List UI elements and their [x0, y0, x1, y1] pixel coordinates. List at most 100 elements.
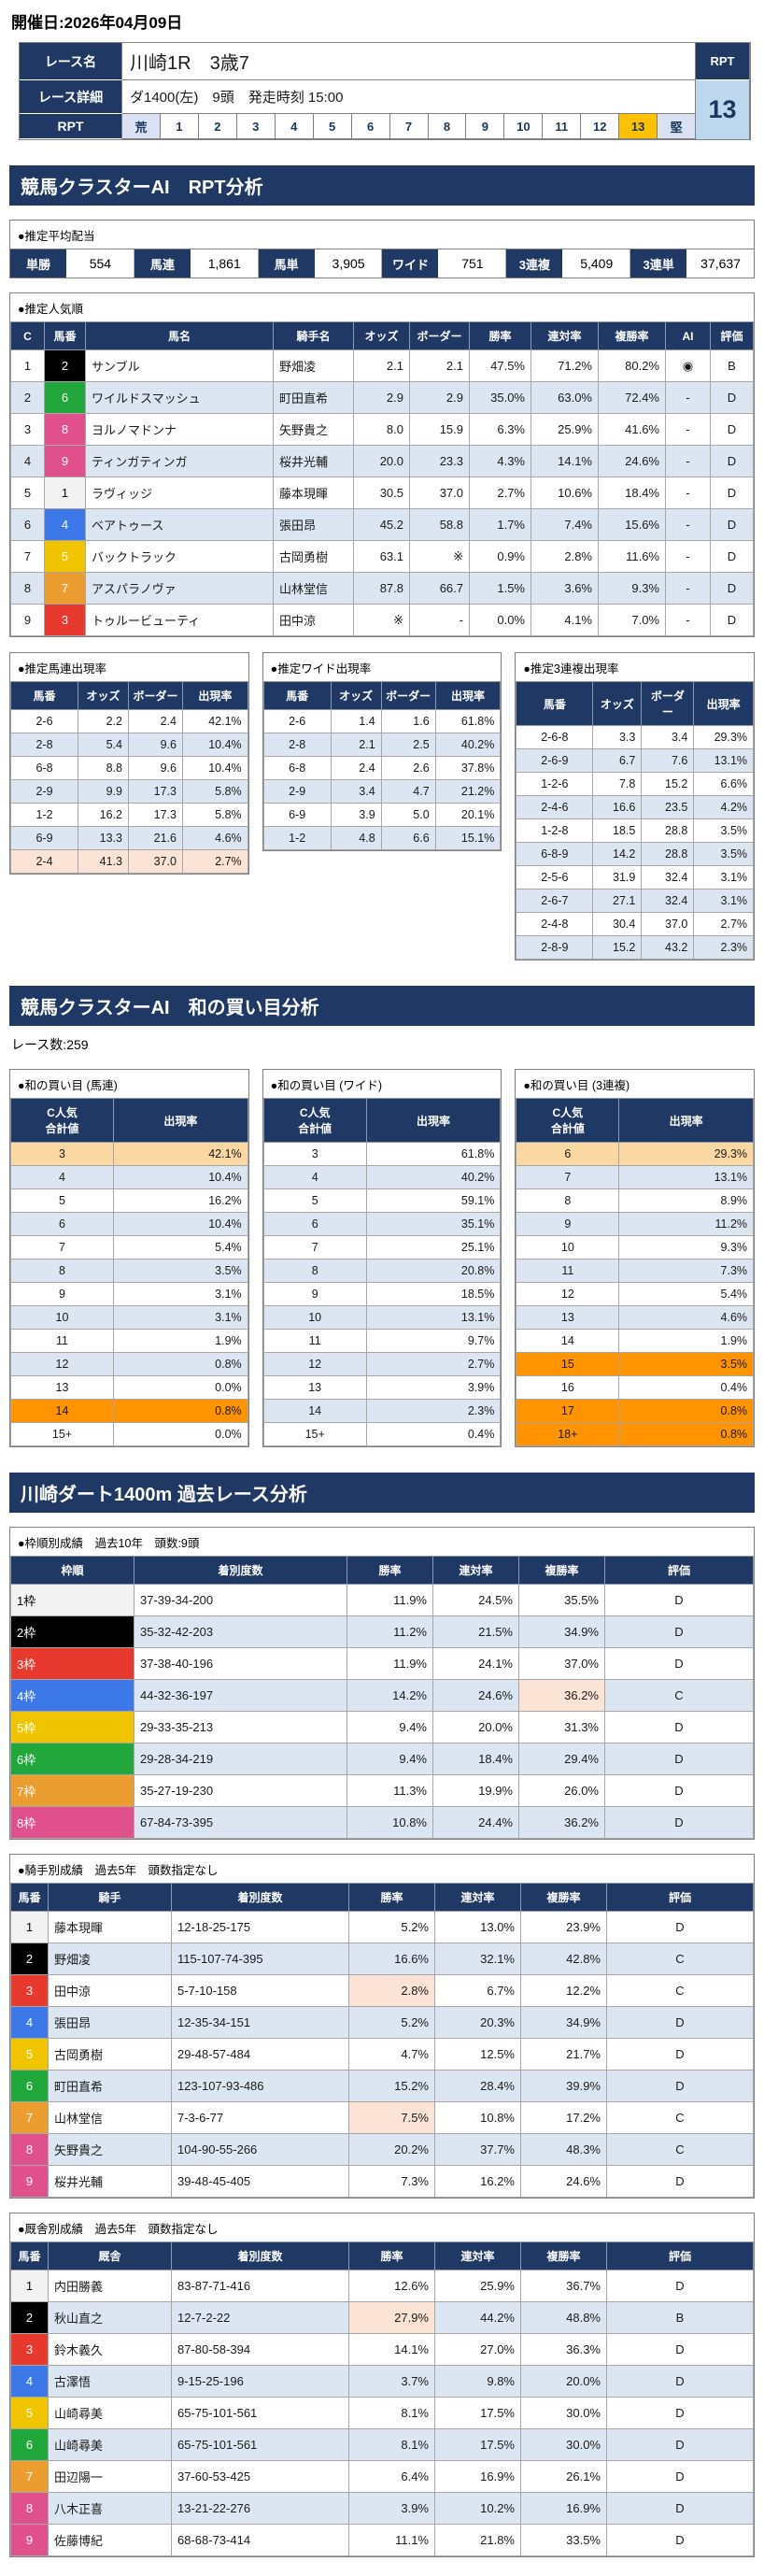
- table-row: 5 59.1%: [262, 1188, 502, 1213]
- win-cell: 2.8%: [348, 1974, 435, 2007]
- column-header: 馬番: [44, 321, 86, 350]
- win-cell: 5.2%: [348, 1911, 435, 1943]
- odds-cell: 63.1: [353, 540, 410, 573]
- rate-cell: 10.4%: [182, 756, 248, 780]
- ren-cell: 24.1%: [432, 1647, 519, 1680]
- odds-cell: 8.8: [78, 756, 129, 780]
- rec-cell: 13-21-22-276: [171, 2492, 349, 2525]
- border-cell: 2.4: [128, 709, 183, 733]
- win-cell: 4.7%: [348, 2038, 435, 2071]
- odds-cell: 3.3: [592, 725, 643, 749]
- jockey-stats-table: 馬番 騎手 着別度数 勝率 連対率 複勝率 評価 1 藤本現暉 12-18-25-175 5.2% 1…: [10, 1883, 754, 2198]
- waku-cell: 8枠: [10, 1806, 134, 1839]
- table-row: 2-9 9.9 17.3 5.8%: [10, 779, 248, 804]
- column-header: C人気 合計値: [10, 1098, 114, 1143]
- border-cell: 3.4: [641, 725, 695, 749]
- rate-cell: 5.8%: [182, 779, 248, 804]
- table-row: 6 29.3%: [516, 1142, 755, 1166]
- table-row: 5枠 29-33-35-213 9.4% 20.0% 31.3% D: [10, 1711, 754, 1743]
- column-header: 評価: [604, 1556, 754, 1585]
- num-cell: 5: [44, 540, 86, 573]
- win-cell: 27.9%: [348, 2301, 435, 2334]
- num-cell: 1: [44, 477, 86, 509]
- race-name-label: レース名: [20, 43, 122, 80]
- v-cell: 18.5%: [365, 1282, 502, 1306]
- name-cell: 秋山直之: [48, 2301, 172, 2334]
- border-cell: 2.9: [409, 381, 470, 414]
- ai-cell: ◉: [665, 349, 711, 382]
- wa-tables-row: ●和の買い目 (馬連) C人気 合計値 出現率 3 42.1% 4 10.4% 5 16.2%…: [9, 1069, 756, 1447]
- k-cell: 2-4-8: [516, 912, 594, 936]
- rate-cell: 10.4%: [182, 733, 248, 757]
- waku-cell: 1枠: [10, 1584, 134, 1616]
- fuku-cell: 9.3%: [598, 572, 666, 605]
- ai-cell: -: [665, 381, 711, 414]
- table-row: 9 11.2%: [516, 1212, 755, 1236]
- border-cell: 17.3: [128, 803, 183, 827]
- eval-cell: D: [710, 445, 754, 477]
- border-cell: 37.0: [409, 477, 470, 509]
- column-header: 出現率: [618, 1098, 755, 1143]
- table-row: 6 35.1%: [262, 1212, 502, 1236]
- win-cell: 11.3%: [347, 1774, 433, 1807]
- table-header-row: C人気 合計値 出現率: [262, 1098, 502, 1143]
- wa-wide-table: C人気 合計値 出現率 3 61.8% 4 40.2% 5 59.1% 6 35.1% 7 25.1%…: [262, 1098, 502, 1446]
- k-cell: 13: [516, 1305, 620, 1330]
- rate-cell: 6.6%: [693, 772, 755, 796]
- table-row: 2-8 2.1 2.5 40.2%: [262, 733, 502, 757]
- win-cell: 11.9%: [347, 1584, 433, 1616]
- table-row: 3 42.1%: [10, 1142, 248, 1166]
- v-cell: 2.7%: [365, 1352, 502, 1376]
- win-cell: 0.0%: [469, 604, 531, 636]
- eval-cell: D: [710, 572, 754, 605]
- k-cell: 5: [10, 1188, 114, 1213]
- odds-cell: 41.3: [78, 849, 129, 874]
- name-cell: 張田昂: [48, 2006, 172, 2039]
- table-row: 5 16.2%: [10, 1188, 248, 1213]
- ai-cell: -: [665, 477, 711, 509]
- border-cell: 21.6: [128, 826, 183, 850]
- payout-box: ●推定平均配当 単勝 554 馬連 1,861 馬単 3,905 ワイド 751 3連複 5,40…: [9, 220, 755, 278]
- table-row: 9 佐藤博紀 68-68-73-414 11.1% 21.8% 33.5% D: [10, 2524, 754, 2556]
- k-cell: 2-4-6: [516, 795, 594, 819]
- rec-cell: 87-80-58-394: [171, 2333, 349, 2366]
- table-row: 1 内田勝義 83-87-71-416 12.6% 25.9% 36.7% D: [10, 2270, 754, 2302]
- table-row: 14 1.9%: [516, 1329, 755, 1353]
- k-cell: 2-6: [262, 709, 332, 733]
- table-row: 11 9.7%: [262, 1329, 502, 1353]
- border-cell: 37.0: [641, 912, 695, 936]
- num-cell: 2: [10, 1943, 49, 1975]
- odds-cell: 45.2: [353, 508, 410, 541]
- k-cell: 1-2: [10, 803, 78, 827]
- rec-cell: 104-90-55-266: [171, 2133, 349, 2166]
- ren-cell: 32.1%: [434, 1943, 521, 1975]
- fuku-cell: 30.0%: [520, 2428, 607, 2461]
- eval-cell: D: [710, 508, 754, 541]
- v-cell: 16.2%: [113, 1188, 248, 1213]
- win-cell: 12.6%: [348, 2270, 435, 2302]
- odds-cell: 8.0: [353, 413, 410, 446]
- wide-rate-table: 馬番 オッズ ボーダー 出現率 2-6 1.4 1.6 61.8% 2-8 2.1 2.5 40.2%…: [262, 681, 502, 850]
- k-cell: 2-5-6: [516, 865, 594, 890]
- v-cell: 5.4%: [618, 1282, 755, 1306]
- rpt-scale-cell-9: 9: [466, 114, 505, 138]
- column-header: 連対率: [432, 1556, 519, 1585]
- name-cell: ワイルドスマッシュ: [85, 381, 274, 414]
- eval-cell: C: [606, 2101, 754, 2134]
- ai-cell: -: [665, 445, 711, 477]
- win-cell: 11.2%: [347, 1615, 433, 1648]
- border-cell: 23.5: [641, 795, 695, 819]
- c-cell: 5: [10, 477, 45, 509]
- table-row: 1-2-8 18.5 28.8 3.5%: [516, 818, 755, 843]
- table-row: 13 0.0%: [10, 1375, 248, 1400]
- table-row: 5 1 ラヴィッジ 藤本現暉 30.5 37.0 2.7% 10.6% 18.4% - D: [10, 477, 754, 509]
- table-row: 12 2.7%: [262, 1352, 502, 1376]
- odds-cell: 87.8: [353, 572, 410, 605]
- k-cell: 2-6-8: [516, 725, 594, 749]
- waku-cell: 2枠: [10, 1615, 134, 1648]
- num-cell: 5: [10, 2038, 49, 2071]
- k-cell: 11: [262, 1329, 367, 1353]
- table-row: 1 2 サンブル 野畑凌 2.1 2.1 47.5% 71.2% 80.2% ◉ B: [10, 349, 754, 382]
- num-cell: 3: [10, 1974, 49, 2007]
- k-cell: 2-8: [262, 733, 332, 757]
